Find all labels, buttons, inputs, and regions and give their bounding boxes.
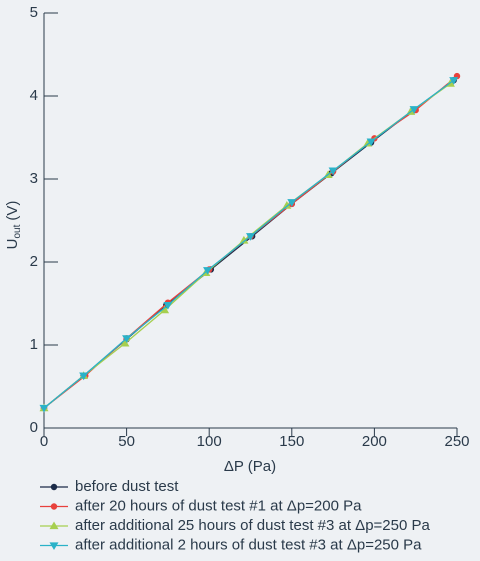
marker — [50, 483, 58, 491]
y-tick-label: 3 — [30, 170, 38, 187]
marker — [366, 138, 376, 147]
marker — [203, 267, 213, 275]
legend-label: after additional 2 hours of dust test #3… — [75, 536, 422, 553]
x-tick-label: 50 — [118, 433, 135, 450]
y-label-sub: out — [12, 224, 23, 238]
marker — [120, 338, 130, 347]
marker — [287, 199, 297, 207]
marker — [363, 138, 373, 147]
marker — [282, 201, 292, 209]
y-tick-label: 0 — [30, 419, 38, 436]
marker — [49, 521, 59, 530]
marker — [49, 542, 59, 550]
x-tick-label: 150 — [279, 433, 304, 450]
y-tick-label: 5 — [30, 4, 38, 21]
marker — [328, 167, 338, 176]
marker — [122, 335, 132, 343]
marker — [246, 233, 255, 241]
marker — [160, 305, 170, 314]
marker — [239, 235, 249, 244]
legend-label: after 20 hours of dust test #1 at Δp=200… — [75, 497, 362, 514]
marker — [39, 404, 49, 413]
marker — [409, 106, 419, 114]
y-label-base: U — [4, 239, 21, 250]
x-tick-label: 200 — [362, 433, 387, 450]
y-label-unit: (V) — [4, 201, 21, 221]
series-line — [43, 83, 451, 409]
y-tick-label: 1 — [30, 336, 38, 353]
x-tick-label: 0 — [40, 433, 48, 450]
y-tick-label: 2 — [30, 253, 38, 270]
marker — [449, 77, 459, 85]
marker — [50, 503, 58, 510]
y-tick-label: 4 — [30, 87, 38, 104]
x-tick-label: 250 — [444, 433, 469, 450]
marker — [163, 302, 173, 310]
y-axis-label: Uout (V) — [4, 201, 23, 250]
marker — [79, 372, 89, 381]
x-axis-label: ΔP (Pa) — [224, 458, 276, 475]
x-tick-label: 100 — [197, 433, 222, 450]
legend-label: after additional 25 hours of dust test #… — [75, 517, 431, 534]
legend-label: before dust test — [75, 478, 179, 495]
